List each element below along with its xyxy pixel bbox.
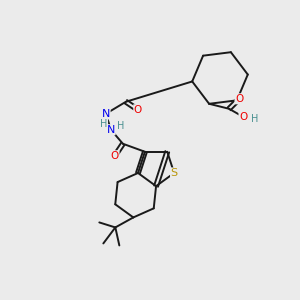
Text: O: O [111, 151, 119, 161]
Text: H: H [251, 114, 259, 124]
Text: O: O [239, 112, 247, 122]
Text: N: N [107, 125, 115, 135]
Text: H: H [100, 119, 108, 129]
Text: N: N [102, 109, 110, 119]
Text: O: O [134, 105, 142, 115]
Text: O: O [235, 94, 243, 104]
Text: S: S [171, 168, 178, 178]
Text: H: H [117, 121, 124, 131]
